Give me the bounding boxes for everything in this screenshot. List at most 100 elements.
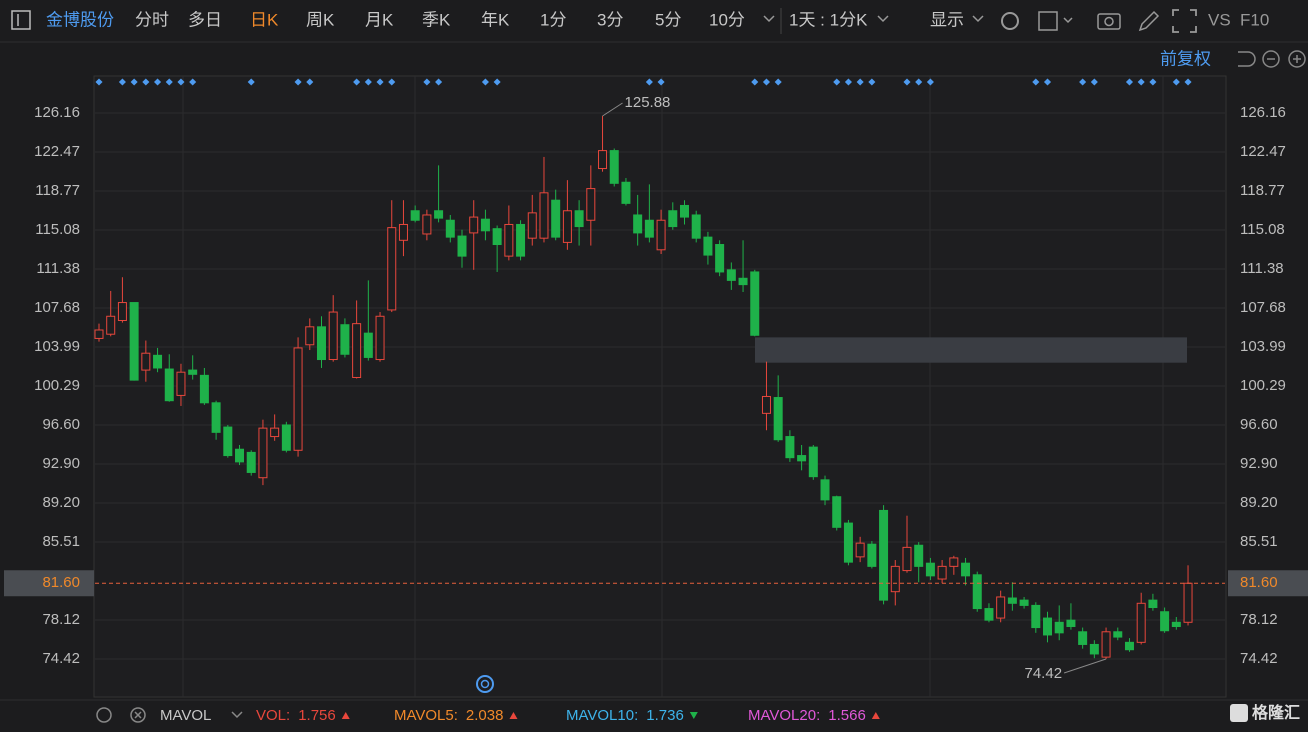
zoom-in[interactable] (1288, 50, 1306, 68)
candle-body (457, 235, 467, 257)
candle-body (586, 188, 596, 221)
event-marker[interactable] (833, 78, 841, 86)
camera-icon[interactable] (1097, 13, 1121, 30)
candle-body (235, 448, 245, 463)
pen-icon[interactable] (1138, 10, 1160, 32)
stock-name[interactable]: 金博股份 (46, 10, 114, 29)
candle-body (223, 426, 233, 457)
tab[interactable]: 多日 (188, 10, 222, 29)
candle-body (246, 451, 256, 473)
candle-body (832, 496, 842, 528)
candle-body (352, 323, 362, 378)
event-marker[interactable] (118, 78, 126, 86)
tab[interactable]: 5分 (655, 10, 681, 29)
candle-body (855, 542, 865, 558)
settings-icon[interactable] (1001, 12, 1019, 30)
event-marker[interactable] (493, 78, 501, 86)
y2-tick-label: 103.99 (1240, 338, 1286, 355)
fullscreen-icon[interactable] (1172, 9, 1197, 33)
tab[interactable]: 分时 (135, 10, 169, 29)
event-marker[interactable] (435, 78, 443, 86)
tab[interactable]: 周K (306, 10, 335, 29)
y-tick-label: 96.60 (42, 416, 80, 433)
event-marker[interactable] (364, 78, 372, 86)
event-marker[interactable] (130, 78, 138, 86)
tab[interactable]: 3分 (597, 10, 623, 29)
trend-arrow (871, 712, 880, 719)
candle-body (1171, 621, 1181, 628)
event-marker[interactable] (376, 78, 384, 86)
y-tick-label: 100.29 (34, 377, 80, 394)
tab[interactable]: 月K (365, 10, 394, 29)
y2-tick-label: 100.29 (1240, 377, 1286, 394)
event-marker[interactable] (423, 78, 431, 86)
event-marker[interactable] (856, 78, 864, 86)
candle-body (621, 181, 631, 204)
event-marker[interactable] (903, 78, 911, 86)
indicator-name[interactable]: MAVOL (160, 707, 211, 724)
candle-body (1136, 602, 1146, 643)
event-marker[interactable] (926, 78, 934, 86)
event-marker[interactable] (294, 78, 302, 86)
event-marker[interactable] (751, 78, 759, 86)
undo-icon[interactable] (1238, 51, 1256, 67)
chevron[interactable] (972, 15, 984, 23)
candle-body (141, 352, 151, 371)
indicator-settings[interactable] (96, 707, 112, 723)
event-marker[interactable] (762, 78, 771, 86)
candle-body (164, 368, 174, 402)
zoom-out[interactable] (1262, 50, 1280, 68)
menu-icon[interactable] (11, 10, 31, 30)
tabs: 分时 多日 日K 周K 月K 季K 年K 1分 3分 5分 10分 (135, 10, 745, 29)
event-marker[interactable] (388, 78, 396, 86)
chevron[interactable] (231, 711, 243, 719)
event-marker[interactable] (177, 78, 185, 86)
vs-button[interactable]: VS (1208, 10, 1231, 29)
tab[interactable]: 季K (422, 10, 451, 29)
zoom-in-bar (1293, 55, 1301, 63)
indicator-close[interactable] (130, 707, 146, 723)
event-marker[interactable] (657, 78, 665, 86)
event-marker[interactable] (247, 78, 255, 86)
indicator-label: MAVOL20: (748, 707, 820, 724)
candle-body (434, 210, 444, 219)
tab[interactable]: 1分 (540, 10, 566, 29)
event-marker[interactable] (142, 78, 150, 86)
event-marker[interactable] (774, 78, 782, 86)
event-marker[interactable] (165, 78, 173, 86)
candle-body (1043, 617, 1053, 636)
event-marker[interactable] (481, 78, 489, 86)
event-marker[interactable] (645, 78, 653, 86)
event-marker[interactable] (915, 78, 923, 86)
tab[interactable]: 日K (250, 10, 279, 29)
candle-body (492, 228, 502, 246)
event-marker[interactable] (844, 78, 852, 86)
candle-body (1089, 643, 1099, 655)
event-marker[interactable] (95, 78, 103, 86)
candle-body (375, 315, 385, 361)
event-marker[interactable] (868, 78, 876, 86)
event-marker[interactable] (154, 78, 162, 86)
box-icon[interactable] (1038, 11, 1058, 31)
candle-body (972, 574, 982, 610)
event-marker[interactable] (189, 78, 197, 86)
chevron[interactable] (763, 15, 775, 23)
display-menu[interactable]: 显示 (930, 10, 964, 29)
trend-arrow (689, 712, 698, 719)
candle-body (1054, 621, 1064, 634)
chevron[interactable] (1063, 17, 1073, 24)
event-marker[interactable] (306, 78, 314, 86)
y2-tick-label: 74.42 (1240, 650, 1278, 667)
candle-body (738, 277, 748, 286)
candle-body (340, 324, 350, 355)
period-select[interactable]: 1天 : 1分K (789, 10, 868, 29)
candle-body (680, 204, 689, 218)
tab[interactable]: 10分 (709, 10, 745, 29)
f10-button[interactable]: F10 (1240, 10, 1269, 29)
event-marker[interactable] (353, 78, 361, 86)
adjust-mode[interactable]: 前复权 (1160, 49, 1211, 68)
chevron[interactable] (877, 15, 889, 23)
tab[interactable]: 年K (481, 10, 510, 29)
locate-icon[interactable] (476, 675, 494, 693)
